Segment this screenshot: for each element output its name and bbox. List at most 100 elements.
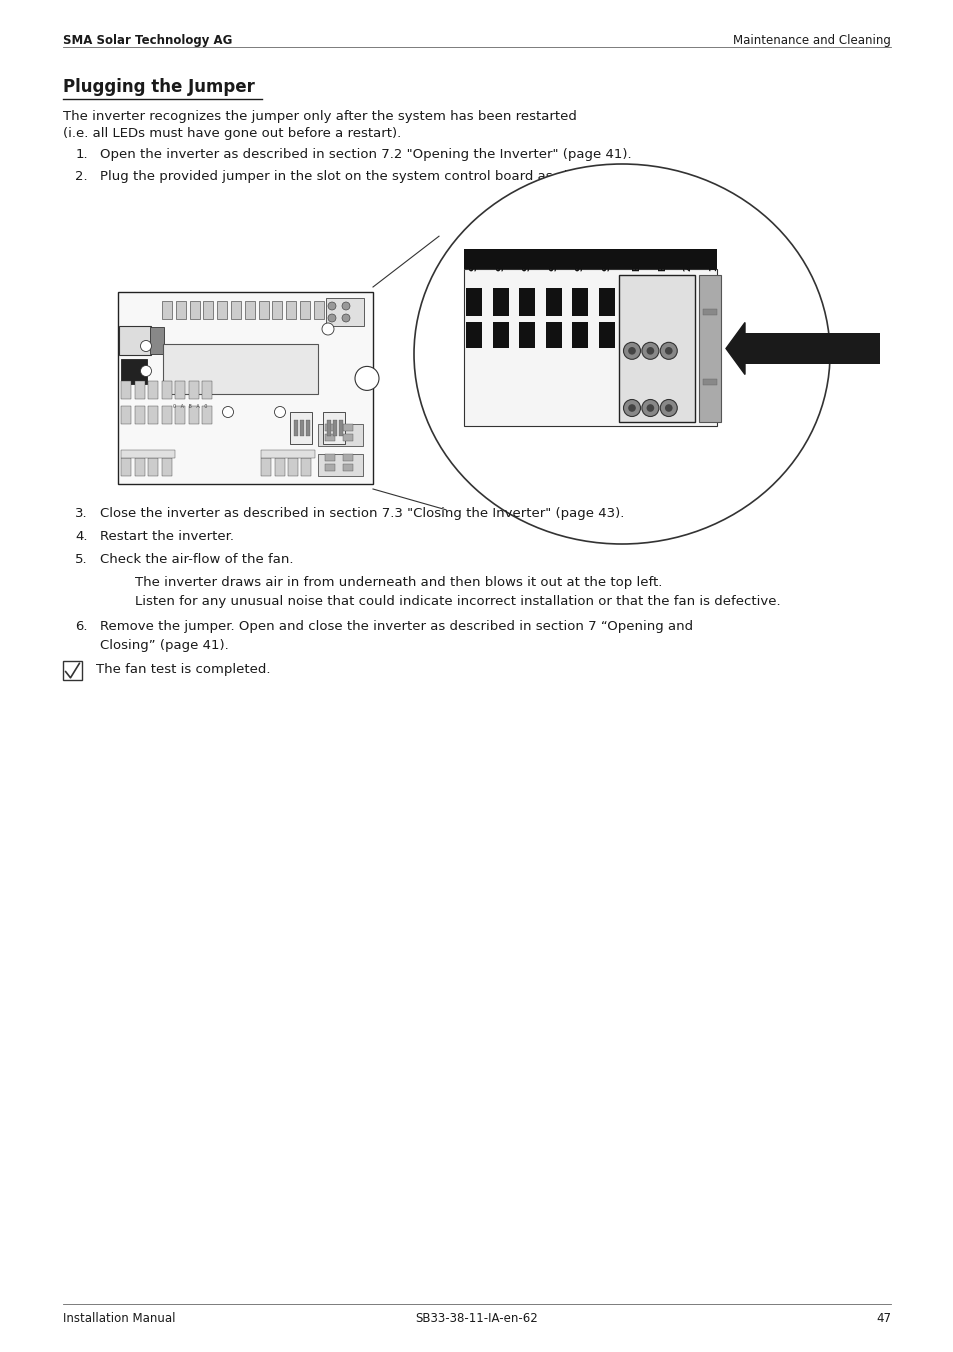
Text: Plug the provided jumper in the slot on the system control board as shown below.: Plug the provided jumper in the slot on … [100,170,646,183]
Text: The inverter recognizes the jumper only after the system has been restarted: The inverter recognizes the jumper only … [63,110,577,123]
Circle shape [328,314,335,322]
Circle shape [341,314,350,322]
Bar [545,322,561,347]
Bar [327,420,331,435]
Bar [121,360,147,384]
Text: S13: S13 [496,254,504,270]
Bar [121,406,131,425]
Text: Installation Manual: Installation Manual [63,1311,175,1325]
Bar [189,381,198,399]
Bar [572,288,587,316]
Circle shape [355,366,378,391]
Bar [327,301,337,319]
FancyBboxPatch shape [119,326,151,356]
Bar [121,381,131,399]
Bar [134,381,144,399]
Bar [572,322,587,347]
Circle shape [140,365,152,376]
Circle shape [140,341,152,352]
Circle shape [641,342,659,360]
Bar [288,458,297,476]
Bar [261,458,271,476]
Bar [306,420,310,435]
Bar [163,343,317,393]
Bar [299,301,310,319]
Text: S5: S5 [601,260,610,270]
Text: Close the inverter as described in section 7.3 "Closing the Inverter" (page 43).: Close the inverter as described in secti… [100,507,623,521]
Bar [702,308,717,315]
Text: 2.: 2. [75,170,88,183]
Text: 4.: 4. [75,530,88,544]
Text: ENS2: ENS2 [658,247,666,270]
Bar [463,249,717,269]
Bar [162,301,172,319]
Bar [190,301,199,319]
Text: S11: S11 [522,254,531,270]
Bar [343,464,353,470]
Bar [286,301,295,319]
Bar [518,288,535,316]
Bar [203,301,213,319]
Circle shape [646,347,654,354]
Bar [333,420,336,435]
Text: SB33-38-11-IA-en-62: SB33-38-11-IA-en-62 [416,1311,537,1325]
Bar [314,301,323,319]
Bar [121,458,131,476]
Text: Listen for any unusual noise that could indicate incorrect installation or that : Listen for any unusual noise that could … [135,595,780,608]
Circle shape [641,399,659,416]
Bar [325,464,335,470]
Bar [343,454,353,461]
Ellipse shape [414,164,829,544]
Circle shape [341,301,350,310]
Text: Maintenance and Cleaning: Maintenance and Cleaning [732,34,890,47]
Circle shape [623,399,639,416]
Text: 5.: 5. [75,553,88,566]
Bar [463,269,717,426]
Polygon shape [725,323,744,375]
Bar [161,458,172,476]
Text: 1.: 1. [75,147,88,161]
Bar [323,412,345,443]
Bar [175,301,186,319]
Bar [261,450,314,458]
Bar [273,301,282,319]
Bar [463,269,717,426]
Bar [301,458,312,476]
Bar [290,412,312,443]
Circle shape [659,399,677,416]
Bar [174,406,185,425]
Bar [598,288,614,316]
Text: S7: S7 [575,260,584,270]
Text: S9: S9 [548,260,558,270]
Bar [274,458,284,476]
Bar [492,288,508,316]
Text: 200V: 200V [682,249,692,270]
Text: Remove the jumper. Open and close the inverter as described in section 7 “Openin: Remove the jumper. Open and close the in… [100,621,693,633]
Text: Check the air-flow of the fan.: Check the air-flow of the fan. [100,553,294,566]
Bar [702,380,717,385]
Bar [294,420,297,435]
Bar [325,434,335,441]
Circle shape [659,342,677,360]
Circle shape [222,407,233,418]
Text: Open the inverter as described in section 7.2 "Opening the Inverter" (page 41).: Open the inverter as described in sectio… [100,147,631,161]
Bar [598,322,614,347]
Circle shape [664,347,672,354]
Bar [202,381,212,399]
Text: S15: S15 [469,254,478,270]
Circle shape [664,404,672,412]
Bar [161,406,172,425]
Text: 6.: 6. [75,621,88,633]
Text: (i.e. all LEDs must have gone out before a restart).: (i.e. all LEDs must have gone out before… [63,127,401,141]
Bar [492,322,508,347]
Text: Plugging the Jumper: Plugging the Jumper [63,78,254,96]
Text: 47: 47 [875,1311,890,1325]
Bar [189,406,198,425]
Text: The inverter draws air in from underneath and then blows it out at the top left.: The inverter draws air in from underneat… [135,576,661,589]
Bar [63,661,82,680]
Bar [343,425,353,431]
Circle shape [646,404,654,412]
Text: The fan test is completed.: The fan test is completed. [96,662,271,676]
Bar [299,420,304,435]
Bar [341,301,351,319]
